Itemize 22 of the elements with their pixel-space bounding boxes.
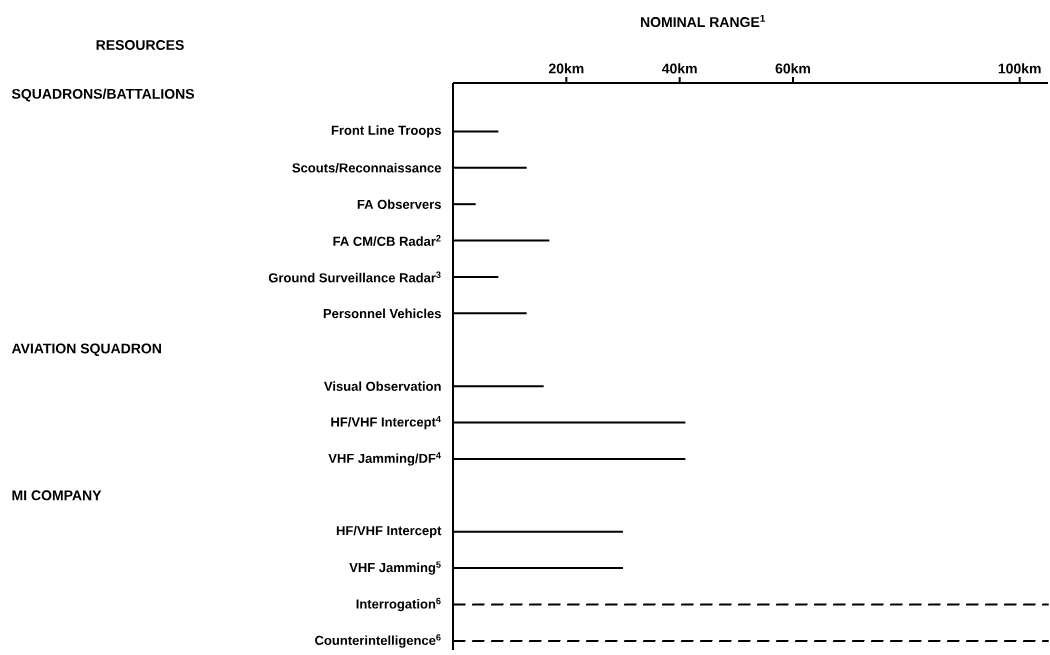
y-tick-label: Front Line Troops <box>331 125 441 138</box>
y-tick-label: FA CM/CB Radar$^{2}$ <box>333 235 441 247</box>
x-tick-label: 20km <box>548 63 584 74</box>
y-tick-label: Scouts/Reconnaissance <box>292 162 442 173</box>
x-tick-label: 60km <box>775 63 811 74</box>
y-tick-label: Ground Surveillance Radar$^{3}$ <box>268 271 441 283</box>
text: SQUADRONS/BATTALIONS <box>11 88 195 102</box>
y-tick-label: Personnel Vehicles <box>323 308 441 319</box>
text: MI COMPANY <box>12 490 102 501</box>
y-tick-label: HF/VHF Intercept <box>336 525 442 538</box>
y-tick-label: Counterintelligence$^{6}$ <box>315 634 441 648</box>
text: AVIATION SQUADRON <box>11 343 161 357</box>
y-tick-label: Visual Observation <box>324 381 441 391</box>
y-tick-label: Interrogation$^{6}$ <box>356 597 441 612</box>
y-tick-label: VHF Jamming$^{5}$ <box>349 561 441 575</box>
x-tick-label: 40km <box>661 63 697 74</box>
x-axis-title: NOMINAL RANGE$^{1}$ <box>640 14 765 28</box>
y-tick-label: HF/VHF Intercept$^{4}$ <box>331 415 441 430</box>
x-tick-label: 100km <box>998 63 1041 74</box>
y-tick-label: VHF Jamming/DF$^{4}$ <box>328 452 441 466</box>
y-tick-label: FA Observers <box>357 199 441 209</box>
text: RESOURCES <box>96 40 184 50</box>
